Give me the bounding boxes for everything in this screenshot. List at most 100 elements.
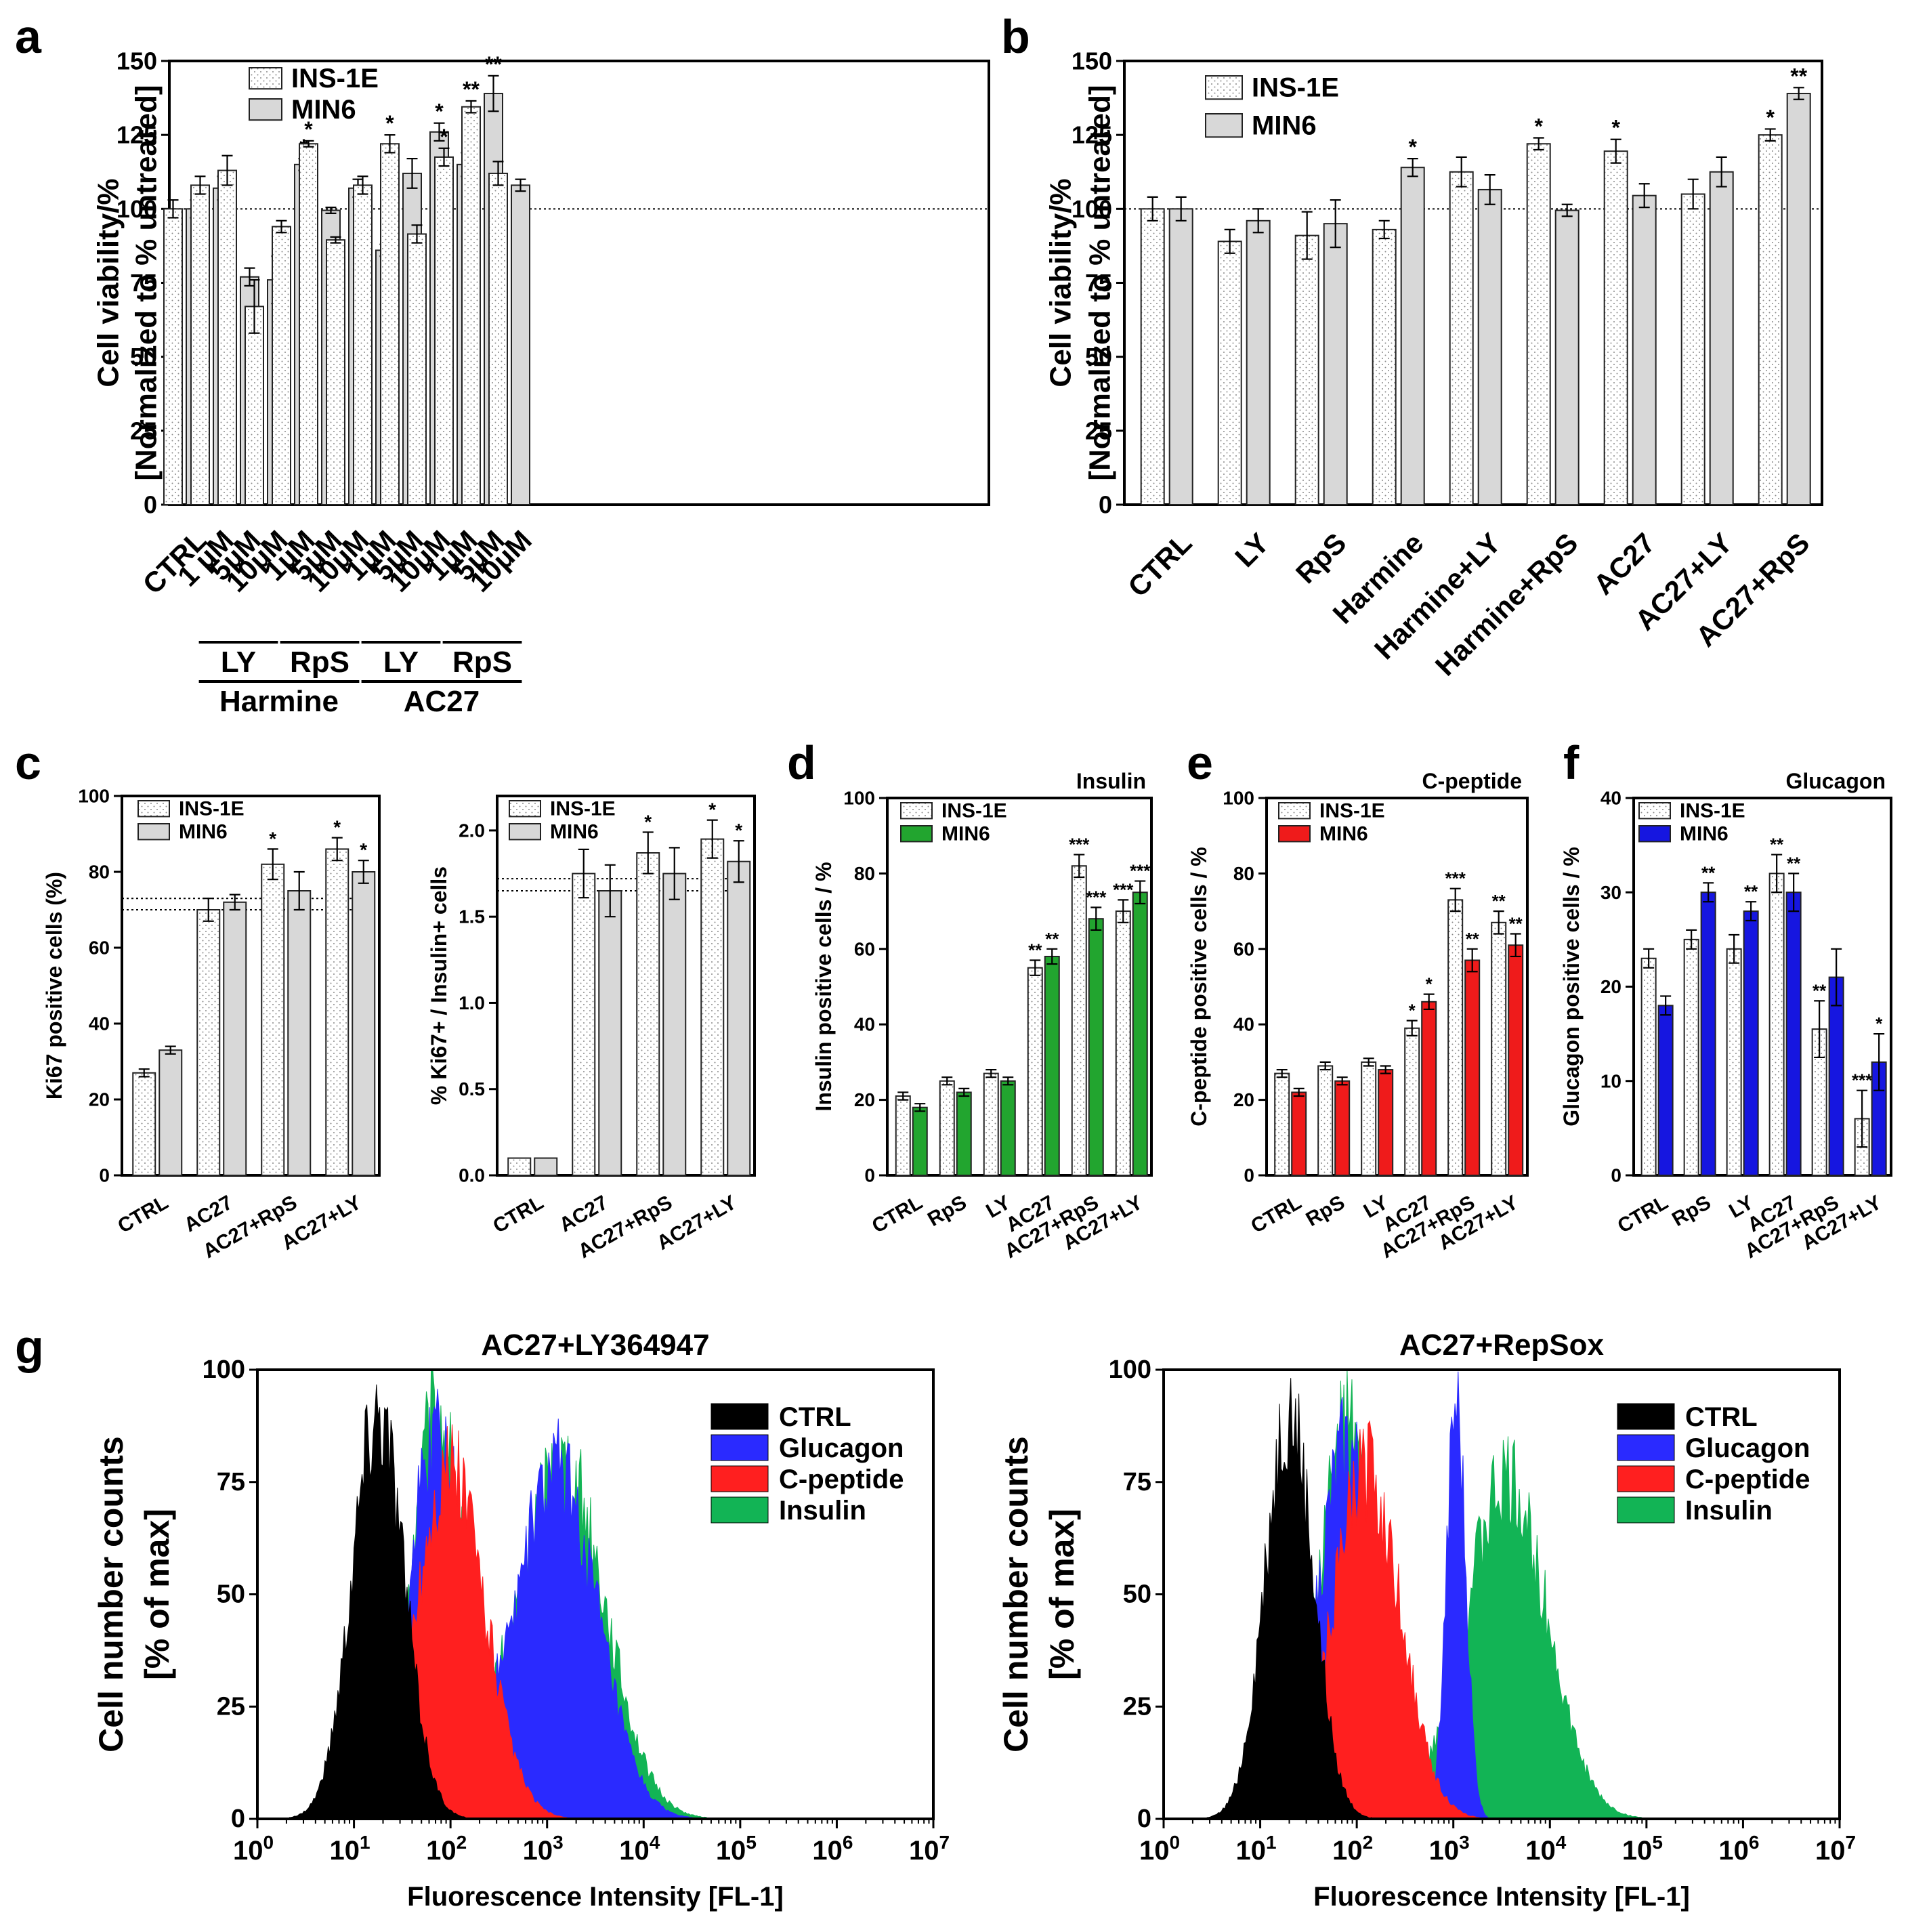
significance-mark: * — [1409, 1001, 1416, 1021]
x-tick-label-10-4: 104 — [1525, 1832, 1567, 1866]
legend-swatch-c-peptide — [711, 1465, 769, 1492]
group-label-rps: RpS — [290, 646, 349, 679]
panel-letter-g: g — [15, 1320, 44, 1373]
y-axis-label: % Ki67+ / Insulin+ cells — [427, 866, 451, 1105]
significance-mark: * — [333, 817, 341, 838]
category-label-rps: RpS — [1302, 1191, 1349, 1231]
x-tick-label-10-0: 100 — [233, 1832, 274, 1866]
y-tick-label: 50 — [1085, 343, 1112, 371]
legend-swatch-ctrl — [1617, 1403, 1675, 1430]
y-axis-label: [Normalized to % untreated] — [1084, 85, 1117, 480]
y-tick-label: 20 — [89, 1089, 110, 1110]
y-tick-label: 0 — [1099, 491, 1112, 519]
category-label-ctrl: CTRL — [1247, 1191, 1305, 1238]
bar-ins-1e-ly — [983, 1072, 999, 1176]
bar-min6-ac27-ly — [352, 871, 376, 1176]
bar-min6-ctrl — [158, 1049, 183, 1176]
bar-min6-ac27 — [1044, 955, 1060, 1176]
y-tick-label: 0 — [144, 491, 157, 519]
category-label-ctrl: CTRL — [114, 1191, 172, 1238]
legend-swatch-min6 — [1638, 825, 1671, 843]
x-axis-label: Fluorescence Intensity [FL-1] — [407, 1882, 784, 1912]
chart-title: AC27+LY364947 — [481, 1328, 709, 1362]
y-tick-label: 75 — [130, 269, 157, 297]
significance-mark: * — [1426, 974, 1433, 994]
group-label-ly: LY — [383, 646, 419, 679]
significance-mark: * — [360, 839, 367, 860]
y-tick-label: 50 — [1123, 1580, 1151, 1609]
bar-ins-1e-5-m — [299, 143, 318, 505]
y-tick-label: 0 — [1137, 1805, 1151, 1833]
significance-mark: * — [708, 799, 716, 820]
significance-mark: ** — [1466, 929, 1480, 949]
significance-mark: * — [385, 111, 394, 135]
significance-mark: * — [435, 100, 444, 124]
significance-mark: *** — [1852, 1070, 1873, 1091]
x-tick-label-10-3: 103 — [523, 1832, 564, 1866]
y-tick-label: 0.5 — [459, 1078, 485, 1099]
y-tick-label: 10 — [1600, 1070, 1621, 1091]
legend-swatch-min6 — [249, 98, 282, 121]
significance-mark: * — [1611, 116, 1620, 140]
bar-ins-1e-ly — [1217, 240, 1242, 505]
bar-ins-1e-ctrl — [1140, 208, 1165, 505]
chart-title: Glucagon — [1785, 769, 1886, 793]
bar-min6-ac27 — [1632, 194, 1657, 505]
bar-min6-ly — [1378, 1069, 1394, 1177]
bar-min6-ac27-rps — [1088, 918, 1104, 1176]
panel-letter-a: a — [15, 10, 42, 63]
bar-ins-1e-1-m — [434, 156, 454, 505]
bar-ins-1e-ac27 — [1603, 150, 1628, 505]
y-tick-label: 80 — [854, 863, 875, 884]
bar-min6-ly — [1000, 1080, 1016, 1176]
category-label-rps: RpS — [1668, 1191, 1714, 1231]
significance-mark: ** — [1744, 881, 1758, 902]
bar-ins-1e-ac27 — [1404, 1027, 1420, 1177]
legend-label-ins-1e: INS-1E — [550, 798, 616, 820]
y-tick-label: 25 — [130, 417, 157, 444]
significance-mark: ** — [1492, 891, 1506, 911]
y-axis-label: Cell number counts — [92, 1436, 130, 1752]
y-tick-label: 20 — [854, 1089, 875, 1110]
y-axis-label: Glucagon positive cells / % — [1559, 847, 1584, 1127]
legend-swatch-ins-1e — [249, 67, 282, 90]
y-tick-label: 2.0 — [459, 820, 485, 841]
category-label-ac27: AC27 — [1587, 527, 1661, 601]
x-tick-label-10-6: 106 — [1718, 1832, 1759, 1866]
legend-label-ins-1e: INS-1E — [1680, 800, 1745, 822]
y-tick-label: 150 — [1072, 47, 1112, 75]
bar-min6-ac27 — [1785, 891, 1802, 1176]
x-axis-label: Fluorescence Intensity [FL-1] — [1313, 1882, 1690, 1912]
legend-label-min6: MIN6 — [550, 821, 599, 843]
y-tick-label: 100 — [1109, 1356, 1151, 1384]
legend-swatch-insulin — [1617, 1496, 1675, 1524]
bar-min6-ly — [1743, 910, 1759, 1176]
y-tick-label: 40 — [854, 1014, 875, 1035]
significance-mark: * — [304, 117, 313, 142]
plot-frame — [886, 797, 1153, 1177]
bar-min6-ac27-ly — [1132, 891, 1148, 1176]
bar-min6-ac27 — [598, 890, 622, 1176]
legend-label-min6: MIN6 — [941, 823, 990, 845]
bar-min6-ac27 — [1421, 1001, 1437, 1177]
bar-ins-1e-ac27-ly — [1115, 910, 1131, 1176]
bar-min6-ac27-rps — [662, 873, 687, 1176]
y-tick-label: 150 — [116, 47, 157, 75]
x-tick-label-10-2: 102 — [1332, 1832, 1373, 1866]
legend-swatch-min6 — [137, 823, 170, 841]
significance-mark: * — [644, 811, 652, 832]
bar-min6-rps — [1323, 223, 1348, 505]
bar-ins-1e-rps — [1683, 938, 1699, 1176]
legend-swatch-insulin — [711, 1496, 769, 1524]
y-tick-label: 0 — [231, 1805, 245, 1833]
y-tick-label: 40 — [1233, 1014, 1254, 1035]
bar-ins-1e-ac27-rps — [1758, 134, 1783, 505]
x-tick-label-10-1: 101 — [330, 1832, 370, 1866]
bar-ins-1e-ly — [1361, 1061, 1377, 1177]
bar-min6-harmine-ly — [1477, 188, 1502, 505]
chart-title: Insulin — [1076, 769, 1146, 793]
bar-ins-1e-ac27 — [572, 873, 596, 1176]
